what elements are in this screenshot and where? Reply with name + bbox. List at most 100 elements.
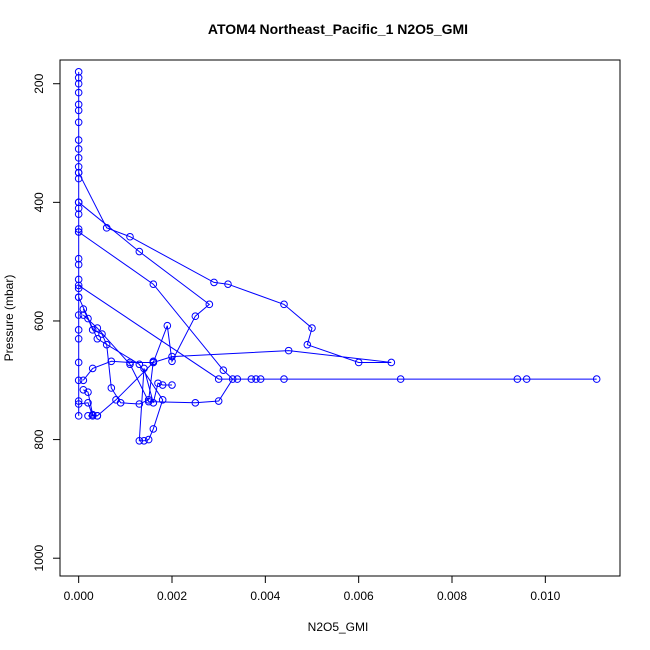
- data-point: [140, 364, 148, 373]
- data-point: [224, 280, 232, 288]
- chart-title: ATOM4 Northeast_Pacific_1 N2O5_GMI: [208, 21, 468, 37]
- data-point: [84, 388, 92, 396]
- x-axis-label: N2O5_GMI: [308, 620, 369, 634]
- data-point: [74, 154, 83, 162]
- series-line-3: [78, 201, 211, 417]
- series-line-7: [82, 308, 154, 405]
- data-point: [233, 375, 242, 383]
- data-point: [74, 168, 83, 177]
- data-point: [74, 284, 83, 293]
- data-point: [135, 247, 144, 256]
- data-point: [74, 412, 83, 420]
- data-point: [93, 324, 102, 332]
- data-point: [149, 280, 158, 288]
- data-point: [144, 396, 153, 404]
- data-point: [252, 375, 260, 383]
- series-layer: [74, 68, 601, 445]
- data-point: [210, 278, 218, 287]
- data-point: [205, 300, 214, 309]
- series-line-6: [78, 296, 172, 442]
- data-point: [74, 198, 83, 207]
- x-tick-label: 0.006: [344, 589, 374, 603]
- data-point: [513, 375, 522, 383]
- data-point: [191, 312, 200, 321]
- x-tick-label: 0.002: [157, 589, 187, 603]
- y-tick-label: 800: [32, 429, 46, 449]
- y-tick-label: 600: [32, 311, 46, 331]
- data-point: [74, 400, 83, 408]
- data-point: [74, 376, 83, 385]
- data-point: [74, 260, 83, 269]
- series-line-2: [78, 172, 392, 381]
- data-point: [74, 204, 83, 213]
- x-tick-label: 0.000: [64, 589, 94, 603]
- series-line-8: [78, 389, 98, 417]
- data-point: [74, 275, 83, 284]
- data-point: [284, 346, 293, 355]
- x-tick-label: 0.010: [530, 589, 560, 603]
- data-point: [168, 381, 176, 389]
- data-point: [522, 375, 531, 383]
- data-point: [74, 254, 83, 263]
- data-point: [135, 400, 144, 408]
- data-point: [126, 232, 134, 241]
- data-point: [191, 399, 200, 407]
- y-tick-label: 200: [32, 73, 46, 93]
- data-point: [79, 385, 88, 394]
- series-line-5: [78, 284, 597, 380]
- data-point: [214, 397, 223, 405]
- data-point: [98, 330, 106, 338]
- data-point: [74, 79, 83, 88]
- data-point: [93, 412, 102, 420]
- plot-frame: [59, 59, 621, 577]
- data-point: [79, 305, 88, 313]
- data-point: [74, 311, 83, 319]
- data-point: [354, 358, 363, 367]
- data-point: [126, 360, 134, 369]
- series-line-4: [78, 231, 234, 404]
- data-point: [74, 68, 83, 76]
- data-point: [144, 435, 153, 444]
- data-point: [74, 358, 83, 367]
- data-point: [149, 425, 158, 433]
- data-point: [219, 366, 228, 374]
- data-point: [149, 357, 158, 366]
- data-point: [158, 396, 167, 404]
- y-tick-label: 400: [32, 192, 46, 212]
- y-axis-label: Pressure (mbar): [2, 275, 16, 362]
- data-point: [74, 106, 83, 115]
- data-point: [74, 88, 83, 97]
- data-point: [107, 384, 116, 392]
- data-point: [102, 340, 111, 349]
- data-point: [84, 412, 92, 420]
- data-point: [154, 379, 162, 388]
- y-axis: 200 400 600 800 1000: [32, 73, 61, 572]
- data-point: [74, 210, 83, 219]
- data-point: [74, 293, 83, 302]
- data-point: [135, 360, 144, 369]
- data-point: [280, 300, 288, 309]
- data-point: [214, 375, 223, 383]
- y-tick-label: 1000: [32, 545, 46, 572]
- data-point: [74, 281, 83, 290]
- data-point: [74, 326, 83, 334]
- data-point: [93, 334, 102, 343]
- data-point: [74, 73, 83, 82]
- data-point: [308, 324, 316, 332]
- x-tick-label: 0.008: [437, 589, 467, 603]
- data-point: [592, 375, 601, 383]
- data-point: [88, 364, 97, 373]
- data-point: [135, 436, 144, 445]
- data-point: [74, 228, 83, 236]
- data-point: [256, 375, 265, 383]
- data-point: [74, 145, 83, 153]
- data-point: [88, 326, 97, 334]
- data-point: [303, 340, 312, 349]
- data-point: [280, 375, 288, 383]
- x-tick-label: 0.004: [250, 589, 280, 603]
- x-axis: 0.000 0.002 0.004 0.006 0.008 0.010: [64, 575, 561, 603]
- data-point: [88, 410, 97, 419]
- data-point: [163, 321, 172, 330]
- data-point: [74, 118, 83, 127]
